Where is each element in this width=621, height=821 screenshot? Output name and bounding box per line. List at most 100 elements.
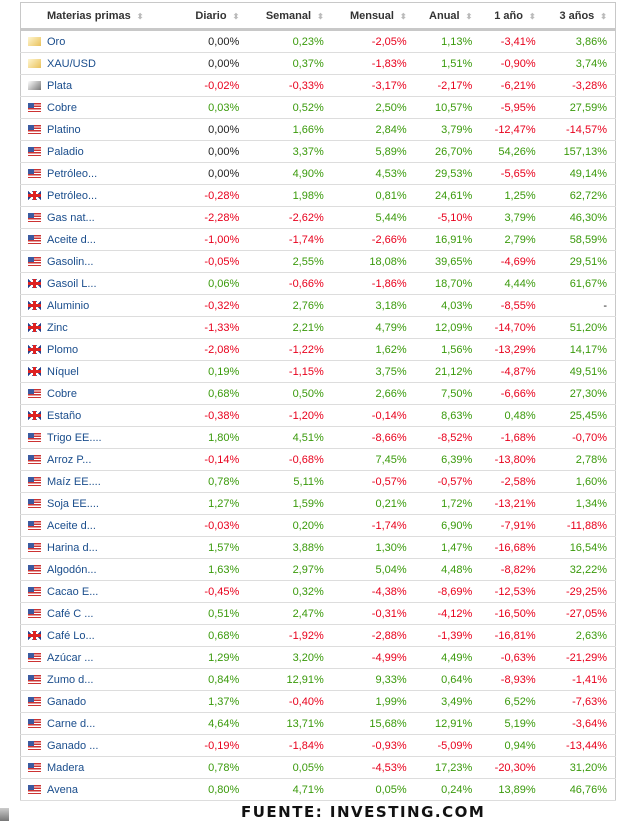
weekly-change: 0,37%	[247, 52, 332, 75]
commodity-name-link[interactable]: Gasolin...	[47, 250, 181, 273]
daily-change: 0,00%	[180, 118, 248, 141]
commodity-name-link[interactable]: Oro	[47, 29, 181, 53]
commodity-name-link[interactable]: Cobre	[47, 96, 181, 119]
col-1y-header[interactable]: 1 año ⬍	[480, 2, 544, 31]
commodity-name-link[interactable]: Estaño	[47, 404, 181, 427]
commodity-name-link[interactable]: Soja EE....	[47, 492, 181, 515]
commodity-name-link[interactable]: Arroz P...	[47, 448, 181, 471]
daily-change: -1,00%	[180, 228, 248, 251]
table-row: Azúcar ... 1,29% 3,20% -4,99% 4,49% -0,63% -21…	[20, 646, 616, 669]
col-name-header[interactable]: Materias primas ⬍	[47, 2, 181, 31]
header-label: Semanal	[265, 9, 312, 22]
commodity-name-link[interactable]: Aceite d...	[47, 228, 181, 251]
weekly-change: 1,98%	[247, 184, 332, 207]
us-flag-icon	[27, 477, 41, 487]
1y-change: -5,95%	[480, 96, 544, 119]
commodity-name-link[interactable]: Paladio	[47, 140, 181, 163]
weekly-change: 4,90%	[247, 162, 332, 185]
weekly-change: 1,59%	[247, 492, 332, 515]
sort-icon[interactable]: ⬍	[232, 11, 240, 21]
3y-change: -0,70%	[543, 426, 616, 449]
us-flag-icon	[27, 433, 41, 443]
commodity-name-link[interactable]: Maíz EE....	[47, 470, 181, 493]
3y-change: 62,72%	[543, 184, 616, 207]
monthly-change: 9,33%	[331, 668, 415, 691]
commodity-name-link[interactable]: Carne d...	[47, 712, 181, 735]
sort-icon[interactable]: ⬍	[528, 11, 536, 21]
flag-cell	[20, 602, 47, 625]
sort-icon[interactable]: ⬍	[399, 11, 407, 21]
weekly-change: 0,20%	[247, 514, 332, 537]
weekly-change: -0,66%	[247, 272, 332, 295]
daily-change: -0,02%	[180, 74, 248, 97]
commodity-name-link[interactable]: Azúcar ...	[47, 646, 181, 669]
annual-change: 39,65%	[414, 250, 481, 273]
commodity-name-link[interactable]: Ganado ...	[47, 734, 181, 757]
commodity-name-link[interactable]: Gasoil L...	[47, 272, 181, 295]
daily-change: 1,80%	[180, 426, 248, 449]
us-flag-icon	[27, 235, 41, 245]
col-annual-header[interactable]: Anual ⬍	[414, 2, 481, 31]
1y-change: -16,81%	[480, 624, 544, 647]
commodity-name-link[interactable]: Aceite d...	[47, 514, 181, 537]
table-row: Cobre 0,68% 0,50% 2,66% 7,50% -6,66% 27,30%	[20, 382, 616, 405]
flag-cell	[20, 646, 47, 669]
us-flag-icon	[27, 609, 41, 619]
sort-icon[interactable]: ⬍	[600, 11, 607, 21]
sort-icon[interactable]: ⬍	[317, 11, 324, 21]
col-monthly-header[interactable]: Mensual ⬍	[331, 2, 415, 31]
sort-icon[interactable]: ⬍	[136, 11, 144, 21]
commodity-name-link[interactable]: Cobre	[47, 382, 181, 405]
table-row: Plomo -2,08% -1,22% 1,62% 1,56% -13,29% 14,17%	[20, 338, 616, 361]
1y-change: 13,89%	[480, 778, 544, 801]
table-row: Cobre 0,03% 0,52% 2,50% 10,57% -5,95% 27,59%	[20, 96, 616, 119]
commodity-name-link[interactable]: Plata	[47, 74, 181, 97]
daily-change: -2,08%	[180, 338, 248, 361]
commodity-name-link[interactable]: Gas nat...	[47, 206, 181, 229]
commodity-name-link[interactable]: Madera	[47, 756, 181, 779]
commodity-name-link[interactable]: Café Lo...	[47, 624, 181, 647]
flag-cell	[20, 734, 47, 757]
commodity-name-link[interactable]: Petróleo...	[47, 184, 181, 207]
sort-icon[interactable]: ⬍	[465, 11, 473, 21]
col-daily-header[interactable]: Diario ⬍	[180, 2, 248, 31]
annual-change: 10,57%	[414, 96, 481, 119]
commodity-name-link[interactable]: XAU/USD	[47, 52, 181, 75]
commodity-name-link[interactable]: Harina d...	[47, 536, 181, 559]
3y-change: 3,74%	[543, 52, 616, 75]
annual-change: -8,69%	[414, 580, 481, 603]
daily-change: 1,37%	[180, 690, 248, 713]
col-3y-header[interactable]: 3 años ⬍	[543, 2, 616, 31]
weekly-change: 4,71%	[247, 778, 332, 801]
commodity-name-link[interactable]: Platino	[47, 118, 181, 141]
commodity-name-link[interactable]: Zinc	[47, 316, 181, 339]
annual-change: 26,70%	[414, 140, 481, 163]
commodity-name-link[interactable]: Avena	[47, 778, 181, 801]
flag-cell	[20, 52, 47, 75]
us-flag-icon	[27, 389, 41, 399]
us-flag-icon	[27, 719, 41, 729]
3y-change: 25,45%	[543, 404, 616, 427]
daily-change: -0,03%	[180, 514, 248, 537]
commodity-name-link[interactable]: Níquel	[47, 360, 181, 383]
commodity-name-link[interactable]: Cacao E...	[47, 580, 181, 603]
1y-change: -16,50%	[480, 602, 544, 625]
commodity-name-link[interactable]: Aluminio	[47, 294, 181, 317]
commodity-name-link[interactable]: Algodón...	[47, 558, 181, 581]
commodity-name-link[interactable]: Petróleo...	[47, 162, 181, 185]
flag-cell	[20, 162, 47, 185]
commodity-name-link[interactable]: Trigo EE....	[47, 426, 181, 449]
table-row: Maíz EE.... 0,78% 5,11% -0,57% -0,57% -2,58% 1…	[20, 470, 616, 493]
monthly-change: 18,08%	[331, 250, 415, 273]
daily-change: -0,05%	[180, 250, 248, 273]
annual-change: 4,03%	[414, 294, 481, 317]
commodity-name-link[interactable]: Zumo d...	[47, 668, 181, 691]
commodity-name-link[interactable]: Café C ...	[47, 602, 181, 625]
col-weekly-header[interactable]: Semanal ⬍	[247, 2, 332, 31]
3y-change: 51,20%	[543, 316, 616, 339]
annual-change: -1,39%	[414, 624, 481, 647]
flag-cell	[20, 272, 47, 295]
commodity-name-link[interactable]: Plomo	[47, 338, 181, 361]
commodity-name-link[interactable]: Ganado	[47, 690, 181, 713]
weekly-change: 2,47%	[247, 602, 332, 625]
